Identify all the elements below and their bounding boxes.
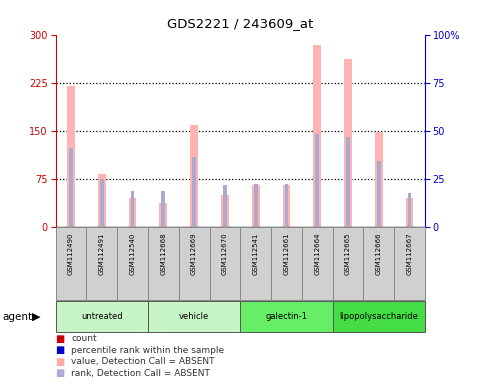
Bar [56,301,148,332]
Text: untreated: untreated [81,312,123,321]
Bar [240,301,333,332]
Text: ■: ■ [56,345,65,355]
Bar [210,227,240,300]
Bar [86,227,117,300]
Text: galectin-1: galectin-1 [266,312,308,321]
Bar [271,227,302,300]
Bar [56,227,86,300]
Bar [179,227,210,300]
Text: GSM112665: GSM112665 [345,232,351,275]
Text: GSM112490: GSM112490 [68,232,74,275]
Bar [98,174,106,227]
Bar [313,45,321,227]
Bar [161,191,165,227]
Bar [221,195,229,227]
Bar [333,227,364,300]
Text: GSM112669: GSM112669 [191,232,197,275]
Text: GSM112661: GSM112661 [284,232,289,275]
Text: GSM112666: GSM112666 [376,232,382,275]
Text: GSM112541: GSM112541 [253,232,259,275]
Bar [302,227,333,300]
Text: lipopolysaccharide: lipopolysaccharide [340,312,418,321]
Bar [406,198,413,227]
Text: GSM112491: GSM112491 [99,232,105,275]
Text: ■: ■ [56,357,65,367]
Bar [192,157,196,227]
Bar [408,193,412,227]
Bar [252,185,259,227]
Text: agent: agent [2,312,32,322]
Bar [148,301,241,332]
Bar [190,126,198,227]
Bar [394,227,425,300]
Text: GSM112668: GSM112668 [160,232,166,275]
Text: ▶: ▶ [32,312,41,322]
Text: count: count [71,334,97,343]
Bar [159,203,167,227]
Bar [117,227,148,300]
Bar [254,184,257,227]
Bar [344,59,352,227]
Bar [148,227,179,300]
Bar [131,191,134,227]
Text: GSM112670: GSM112670 [222,232,228,275]
Bar [67,86,75,227]
Text: percentile rank within the sample: percentile rank within the sample [71,346,224,355]
Text: GSM112540: GSM112540 [129,232,136,275]
Text: GSM112667: GSM112667 [407,232,412,275]
Text: ■: ■ [56,368,65,378]
Text: ■: ■ [56,334,65,344]
Text: value, Detection Call = ABSENT: value, Detection Call = ABSENT [71,357,214,366]
Text: GSM112664: GSM112664 [314,232,320,275]
Bar [315,134,319,227]
Text: GDS2221 / 243609_at: GDS2221 / 243609_at [167,17,313,30]
Bar [364,227,394,300]
Bar [240,227,271,300]
Bar [284,184,288,227]
Bar [128,198,136,227]
Text: vehicle: vehicle [179,312,209,321]
Bar [377,161,381,227]
Bar [333,301,425,332]
Bar [69,148,73,227]
Bar [375,132,383,227]
Bar [100,179,103,227]
Bar [223,185,227,227]
Bar [283,185,290,227]
Bar [346,137,350,227]
Text: rank, Detection Call = ABSENT: rank, Detection Call = ABSENT [71,369,210,378]
